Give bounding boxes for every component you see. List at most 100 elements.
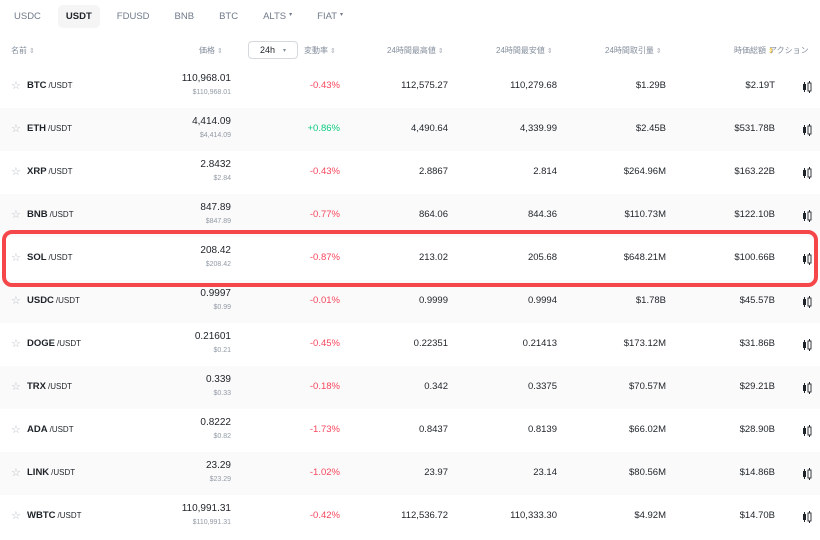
low-24h: 110,279.68 — [510, 80, 557, 91]
header-label: アクション — [769, 46, 809, 55]
quote-symbol: /USDT — [48, 382, 72, 391]
quote-symbol: /USDT — [48, 81, 73, 90]
star-icon[interactable]: ☆ — [11, 338, 21, 350]
sort-icon: ⇕ — [437, 48, 444, 55]
pair-symbol[interactable]: USDC/USDT — [27, 295, 80, 306]
base-symbol: BTC — [27, 80, 47, 91]
tab-label: USDC — [14, 11, 41, 22]
header-label: 変動率 — [304, 46, 328, 55]
star-icon[interactable]: ☆ — [11, 166, 21, 178]
pair-symbol[interactable]: BNB/USDT — [27, 209, 74, 220]
pair-symbol[interactable]: ETH/USDT — [27, 123, 72, 134]
star-icon[interactable]: ☆ — [11, 424, 21, 436]
tab-alts[interactable]: ALTS ▾ — [255, 5, 300, 28]
star-icon[interactable]: ☆ — [11, 209, 21, 221]
candlestick-chart-icon[interactable] — [802, 510, 812, 523]
period-select[interactable]: 24h ▾ — [248, 41, 298, 59]
header-low[interactable]: 24時間最安値 ⇕ — [496, 45, 553, 56]
change-percent: -0.45% — [309, 338, 340, 349]
pair-symbol[interactable]: ADA/USDT — [27, 424, 74, 435]
header-market-cap[interactable]: 時価総額 ⇕ — [734, 45, 774, 56]
star-icon[interactable]: ☆ — [11, 123, 21, 135]
header-change[interactable]: 変動率 ⇕ — [304, 45, 336, 56]
change-percent: -0.87% — [309, 252, 340, 263]
pair-symbol[interactable]: SOL/USDT — [27, 252, 73, 263]
usd-price: $110,991.31 — [192, 519, 231, 526]
usd-price: $0.33 — [213, 390, 231, 397]
tab-btc[interactable]: BTC — [211, 5, 246, 28]
header-volume[interactable]: 24時間取引量 ⇕ — [605, 45, 662, 56]
quote-symbol: /USDT — [55, 296, 80, 305]
pair-symbol[interactable]: XRP/USDT — [27, 166, 73, 177]
change-percent: -0.43% — [309, 80, 340, 91]
caret-down-icon: ▾ — [289, 12, 293, 18]
candlestick-chart-icon[interactable] — [802, 166, 812, 179]
table-row-xrp[interactable]: ☆ XRP/USDT 2.8432 $2.84 -0.43% 2.8867 2.… — [0, 151, 820, 194]
last-price: 2.8432 — [200, 159, 231, 170]
base-symbol: DOGE — [27, 338, 55, 349]
tab-usdt[interactable]: USDT — [57, 5, 100, 28]
candlestick-chart-icon[interactable] — [802, 123, 812, 136]
sort-icon: ⇕ — [655, 48, 662, 55]
header-label: 24時間最安値 — [496, 46, 545, 55]
table-row-ada[interactable]: ☆ ADA/USDT 0.8222 $0.82 -1.73% 0.8437 0.… — [0, 409, 820, 452]
usd-price: $208.42 — [205, 261, 231, 268]
header-price[interactable]: 価格 ⇕ — [199, 45, 223, 56]
base-symbol: TRX — [27, 381, 46, 392]
table-row-eth[interactable]: ☆ ETH/USDT 4,414.09 $4,414.09 +0.86% 4,4… — [0, 108, 820, 151]
table-row-bnb[interactable]: ☆ BNB/USDT 847.89 $847.89 -0.77% 864.06 … — [0, 194, 820, 237]
candlestick-chart-icon[interactable] — [802, 252, 812, 265]
table-row-usdc[interactable]: ☆ USDC/USDT 0.9997 $0.99 -0.01% 0.9999 0… — [0, 280, 820, 323]
table-row-link[interactable]: ☆ LINK/USDT 23.29 $23.29 -1.02% 23.97 23… — [0, 452, 820, 495]
tab-fiat[interactable]: FIAT ▾ — [309, 5, 351, 28]
table-row-trx[interactable]: ☆ TRX/USDT 0.339 $0.33 -0.18% 0.342 0.33… — [0, 366, 820, 409]
pair-symbol[interactable]: TRX/USDT — [27, 381, 72, 392]
volume-24h: $173.12M — [623, 338, 666, 349]
star-icon[interactable]: ☆ — [11, 381, 21, 393]
low-24h: 0.3375 — [527, 381, 557, 392]
candlestick-chart-icon[interactable] — [802, 381, 812, 394]
candlestick-chart-icon[interactable] — [802, 338, 812, 351]
table-row-wbtc[interactable]: ☆ WBTC/USDT 110,991.31 $110,991.31 -0.42… — [0, 495, 820, 538]
candlestick-chart-icon[interactable] — [802, 295, 812, 308]
pair-symbol[interactable]: DOGE/USDT — [27, 338, 81, 349]
high-24h: 112,575.27 — [401, 80, 448, 91]
star-icon[interactable]: ☆ — [11, 295, 21, 307]
low-24h: 110,333.30 — [510, 510, 557, 521]
last-price: 0.21601 — [194, 331, 231, 342]
candlestick-chart-icon[interactable] — [802, 209, 812, 222]
quote-symbol: /USDT — [49, 425, 74, 434]
usd-price: $4,414.09 — [199, 132, 231, 139]
tab-usdc[interactable]: USDC — [6, 5, 49, 28]
high-24h: 4,490.64 — [411, 123, 448, 134]
usd-price: $23.29 — [209, 476, 231, 483]
star-icon[interactable]: ☆ — [11, 467, 21, 479]
table-row-doge[interactable]: ☆ DOGE/USDT 0.21601 $0.21 -0.45% 0.22351… — [0, 323, 820, 366]
candlestick-chart-icon[interactable] — [802, 80, 812, 93]
star-icon[interactable]: ☆ — [11, 252, 21, 264]
pair-symbol[interactable]: WBTC/USDT — [27, 510, 82, 521]
tab-bnb[interactable]: BNB — [167, 5, 203, 28]
volume-24h: $4.92M — [634, 510, 666, 521]
last-price: 0.8222 — [200, 417, 231, 428]
tab-fdusd[interactable]: FDUSD — [109, 5, 158, 28]
base-symbol: BNB — [27, 209, 48, 220]
sort-icon: ⇕ — [546, 48, 553, 55]
last-price: 208.42 — [200, 245, 231, 256]
table-row-sol[interactable]: ☆ SOL/USDT 208.42 $208.42 -0.87% 213.02 … — [0, 237, 820, 280]
header-high[interactable]: 24時間最高値 ⇕ — [387, 45, 444, 56]
base-symbol: WBTC — [27, 510, 56, 521]
volume-24h: $264.96M — [623, 166, 666, 177]
header-name[interactable]: 名前 ⇕ — [11, 45, 35, 56]
table-row-btc[interactable]: ☆ BTC/USDT 110,968.01 $110,968.01 -0.43%… — [0, 65, 820, 108]
volume-24h: $80.56M — [629, 467, 666, 478]
candlestick-chart-icon[interactable] — [802, 467, 812, 480]
quote-symbol: /USDT — [51, 468, 76, 477]
pair-symbol[interactable]: BTC/USDT — [27, 80, 73, 91]
market-cap: $28.90B — [739, 424, 775, 435]
star-icon[interactable]: ☆ — [11, 80, 21, 92]
pair-symbol[interactable]: LINK/USDT — [27, 467, 75, 478]
candlestick-chart-icon[interactable] — [802, 424, 812, 437]
star-icon[interactable]: ☆ — [11, 510, 21, 522]
table-header: 名前 ⇕ 価格 ⇕ 24h ▾ 変動率 ⇕ 24時間最高値 ⇕ 24時間最安値 ⇕ 24時間… — [0, 40, 820, 62]
